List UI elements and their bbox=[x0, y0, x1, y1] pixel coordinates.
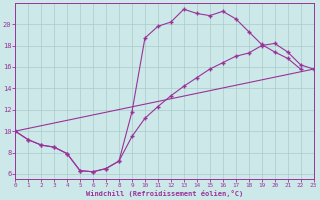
X-axis label: Windchill (Refroidissement éolien,°C): Windchill (Refroidissement éolien,°C) bbox=[86, 190, 243, 197]
